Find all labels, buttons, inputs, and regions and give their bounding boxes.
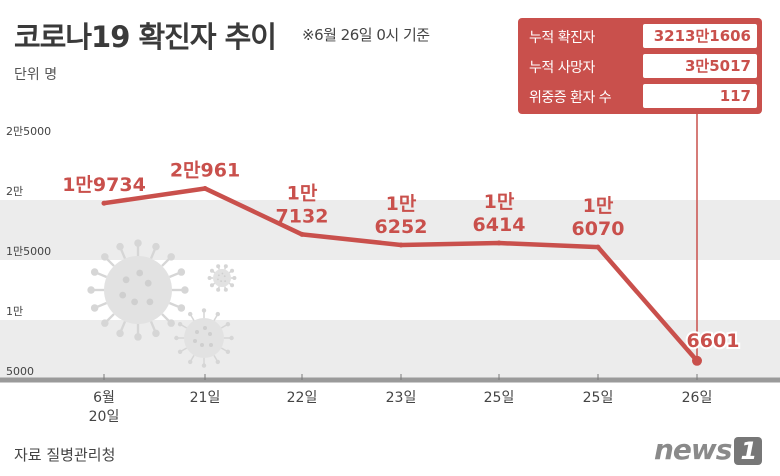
stat-label: 누적 확진자 <box>529 30 595 46</box>
data-point <box>398 242 404 248</box>
virus-illustration-small <box>207 264 237 292</box>
x-tick-label: 23일 <box>386 390 417 406</box>
data-label: 7132 <box>276 205 329 227</box>
stat-row-critical-patients: 위중증 환자 수 117 <box>523 82 757 110</box>
reference-time-note: ※6월 26일 0시 기준 <box>302 26 430 44</box>
data-point <box>595 244 601 250</box>
y-tick-label: 1만5000 <box>6 245 51 258</box>
data-label: 6070 <box>572 218 625 240</box>
data-label: 6414 <box>473 214 526 236</box>
stat-value: 117 <box>643 84 757 108</box>
source-note: 자료 질병관리청 <box>14 446 116 464</box>
stat-row-cumulative-cases: 누적 확진자 3213만1606 <box>523 22 757 50</box>
virus-illustration-large <box>87 239 189 341</box>
y-tick-label: 2만 <box>6 185 23 198</box>
x-tick-label: 6월 <box>93 390 115 406</box>
x-tick-label: 26일 <box>682 390 713 406</box>
x-tick-label: 20일 <box>89 409 120 425</box>
data-label: 6601 <box>687 330 740 352</box>
stat-value: 3213만1606 <box>643 24 757 48</box>
grid-band <box>0 200 780 260</box>
data-label: 6252 <box>375 216 428 238</box>
stat-value: 3만5017 <box>643 54 757 78</box>
x-tick-label: 25일 <box>583 390 614 406</box>
grid-band <box>0 320 780 380</box>
stat-label: 누적 사망자 <box>529 60 595 76</box>
unit-label: 단위 명 <box>14 67 58 83</box>
data-point <box>202 185 208 191</box>
data-point <box>496 240 502 246</box>
stat-label: 위중증 환자 수 <box>529 90 612 106</box>
stat-row-cumulative-deaths: 누적 사망자 3만5017 <box>523 52 757 80</box>
data-label: 2만961 <box>170 159 240 181</box>
x-tick-label: 21일 <box>190 390 221 406</box>
x-tick-label: 22일 <box>287 390 318 406</box>
y-tick-label: 5000 <box>6 365 34 378</box>
brand-badge: 1 <box>734 437 763 465</box>
y-tick-label: 1만 <box>6 305 23 318</box>
brand-text: news <box>654 433 732 466</box>
data-point <box>692 355 702 366</box>
data-point <box>101 200 107 206</box>
y-tick-label: 2만5000 <box>6 125 51 138</box>
chart-title: 코로나19 확진자 추이 <box>14 20 277 54</box>
data-label: 1만 <box>287 182 318 204</box>
brand-logo: news 1 <box>654 433 763 466</box>
data-label: 1만 <box>386 193 417 215</box>
data-label: 1만9734 <box>62 174 146 196</box>
data-label: 1만 <box>583 195 614 217</box>
stats-panel: 누적 확진자 3213만1606 누적 사망자 3만5017 위중증 환자 수 … <box>518 18 762 114</box>
virus-illustration-medium <box>174 308 234 368</box>
data-point <box>299 231 305 237</box>
data-label: 1만 <box>484 191 515 213</box>
x-tick-label: 25일 <box>484 390 515 406</box>
